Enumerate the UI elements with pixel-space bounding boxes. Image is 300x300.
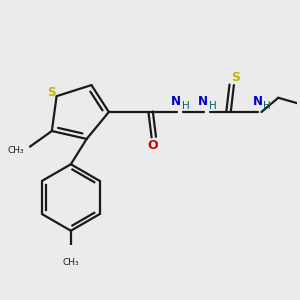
Text: CH₃: CH₃	[62, 258, 79, 267]
Text: O: O	[147, 139, 158, 152]
Text: H: H	[182, 101, 190, 111]
Text: H: H	[209, 101, 217, 111]
Text: N: N	[171, 95, 181, 108]
Text: N: N	[253, 95, 263, 108]
Text: S: S	[231, 71, 240, 84]
Text: N: N	[198, 95, 208, 108]
Text: H: H	[263, 101, 271, 111]
Text: CH₃: CH₃	[8, 146, 24, 155]
Text: S: S	[47, 86, 55, 99]
